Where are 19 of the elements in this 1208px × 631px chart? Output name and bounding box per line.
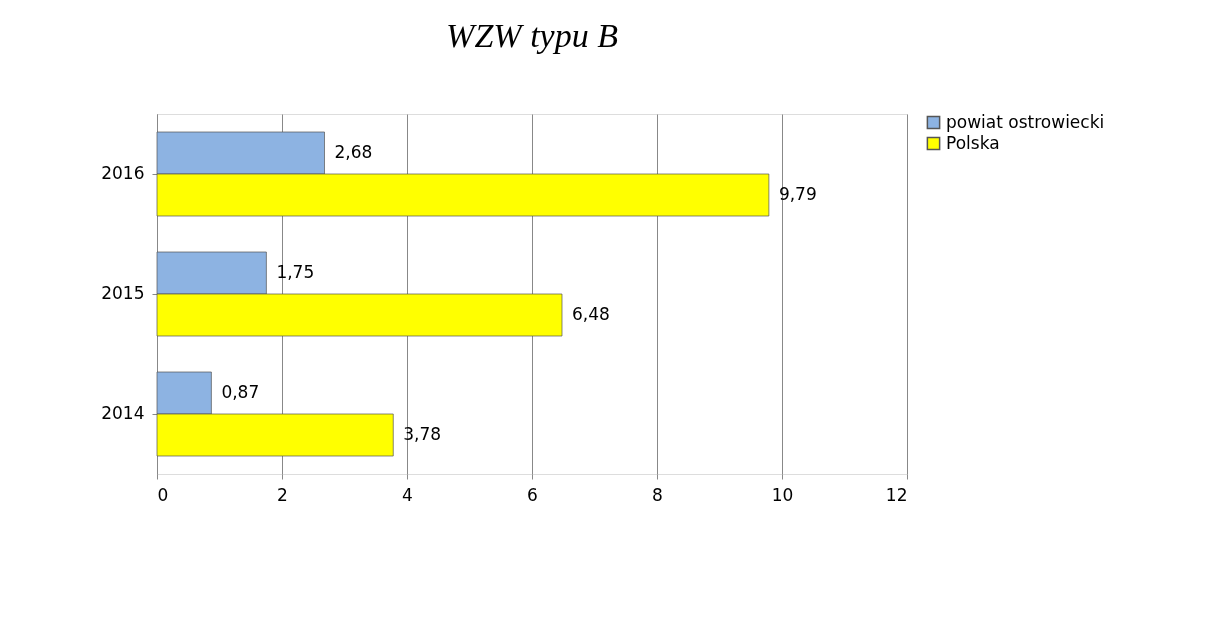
y-tick-label: 2016 bbox=[101, 163, 145, 183]
chart-title: WZW typu B bbox=[446, 17, 619, 54]
x-tick-label: 8 bbox=[652, 484, 663, 505]
data-label: 3,78 bbox=[403, 424, 442, 444]
legend-label: Polska bbox=[946, 132, 1000, 153]
x-tick-label: 10 bbox=[771, 484, 794, 505]
x-tick-label: 0 bbox=[157, 484, 169, 505]
data-label: 0,87 bbox=[221, 382, 260, 402]
y-tick-label: 2015 bbox=[101, 283, 145, 303]
data-label: 2,68 bbox=[334, 142, 373, 162]
x-tick-label: 4 bbox=[402, 484, 413, 505]
legend-label: powiat ostrowiecki bbox=[946, 111, 1105, 132]
x-tick-label: 6 bbox=[527, 484, 538, 505]
y-tick-label: 2014 bbox=[101, 403, 145, 423]
data-label: 9,79 bbox=[778, 184, 817, 204]
data-label: 1,75 bbox=[276, 262, 315, 282]
x-tick-label: 2 bbox=[277, 484, 288, 505]
x-tick-label: 12 bbox=[885, 484, 908, 505]
data-label: 6,48 bbox=[572, 304, 610, 324]
